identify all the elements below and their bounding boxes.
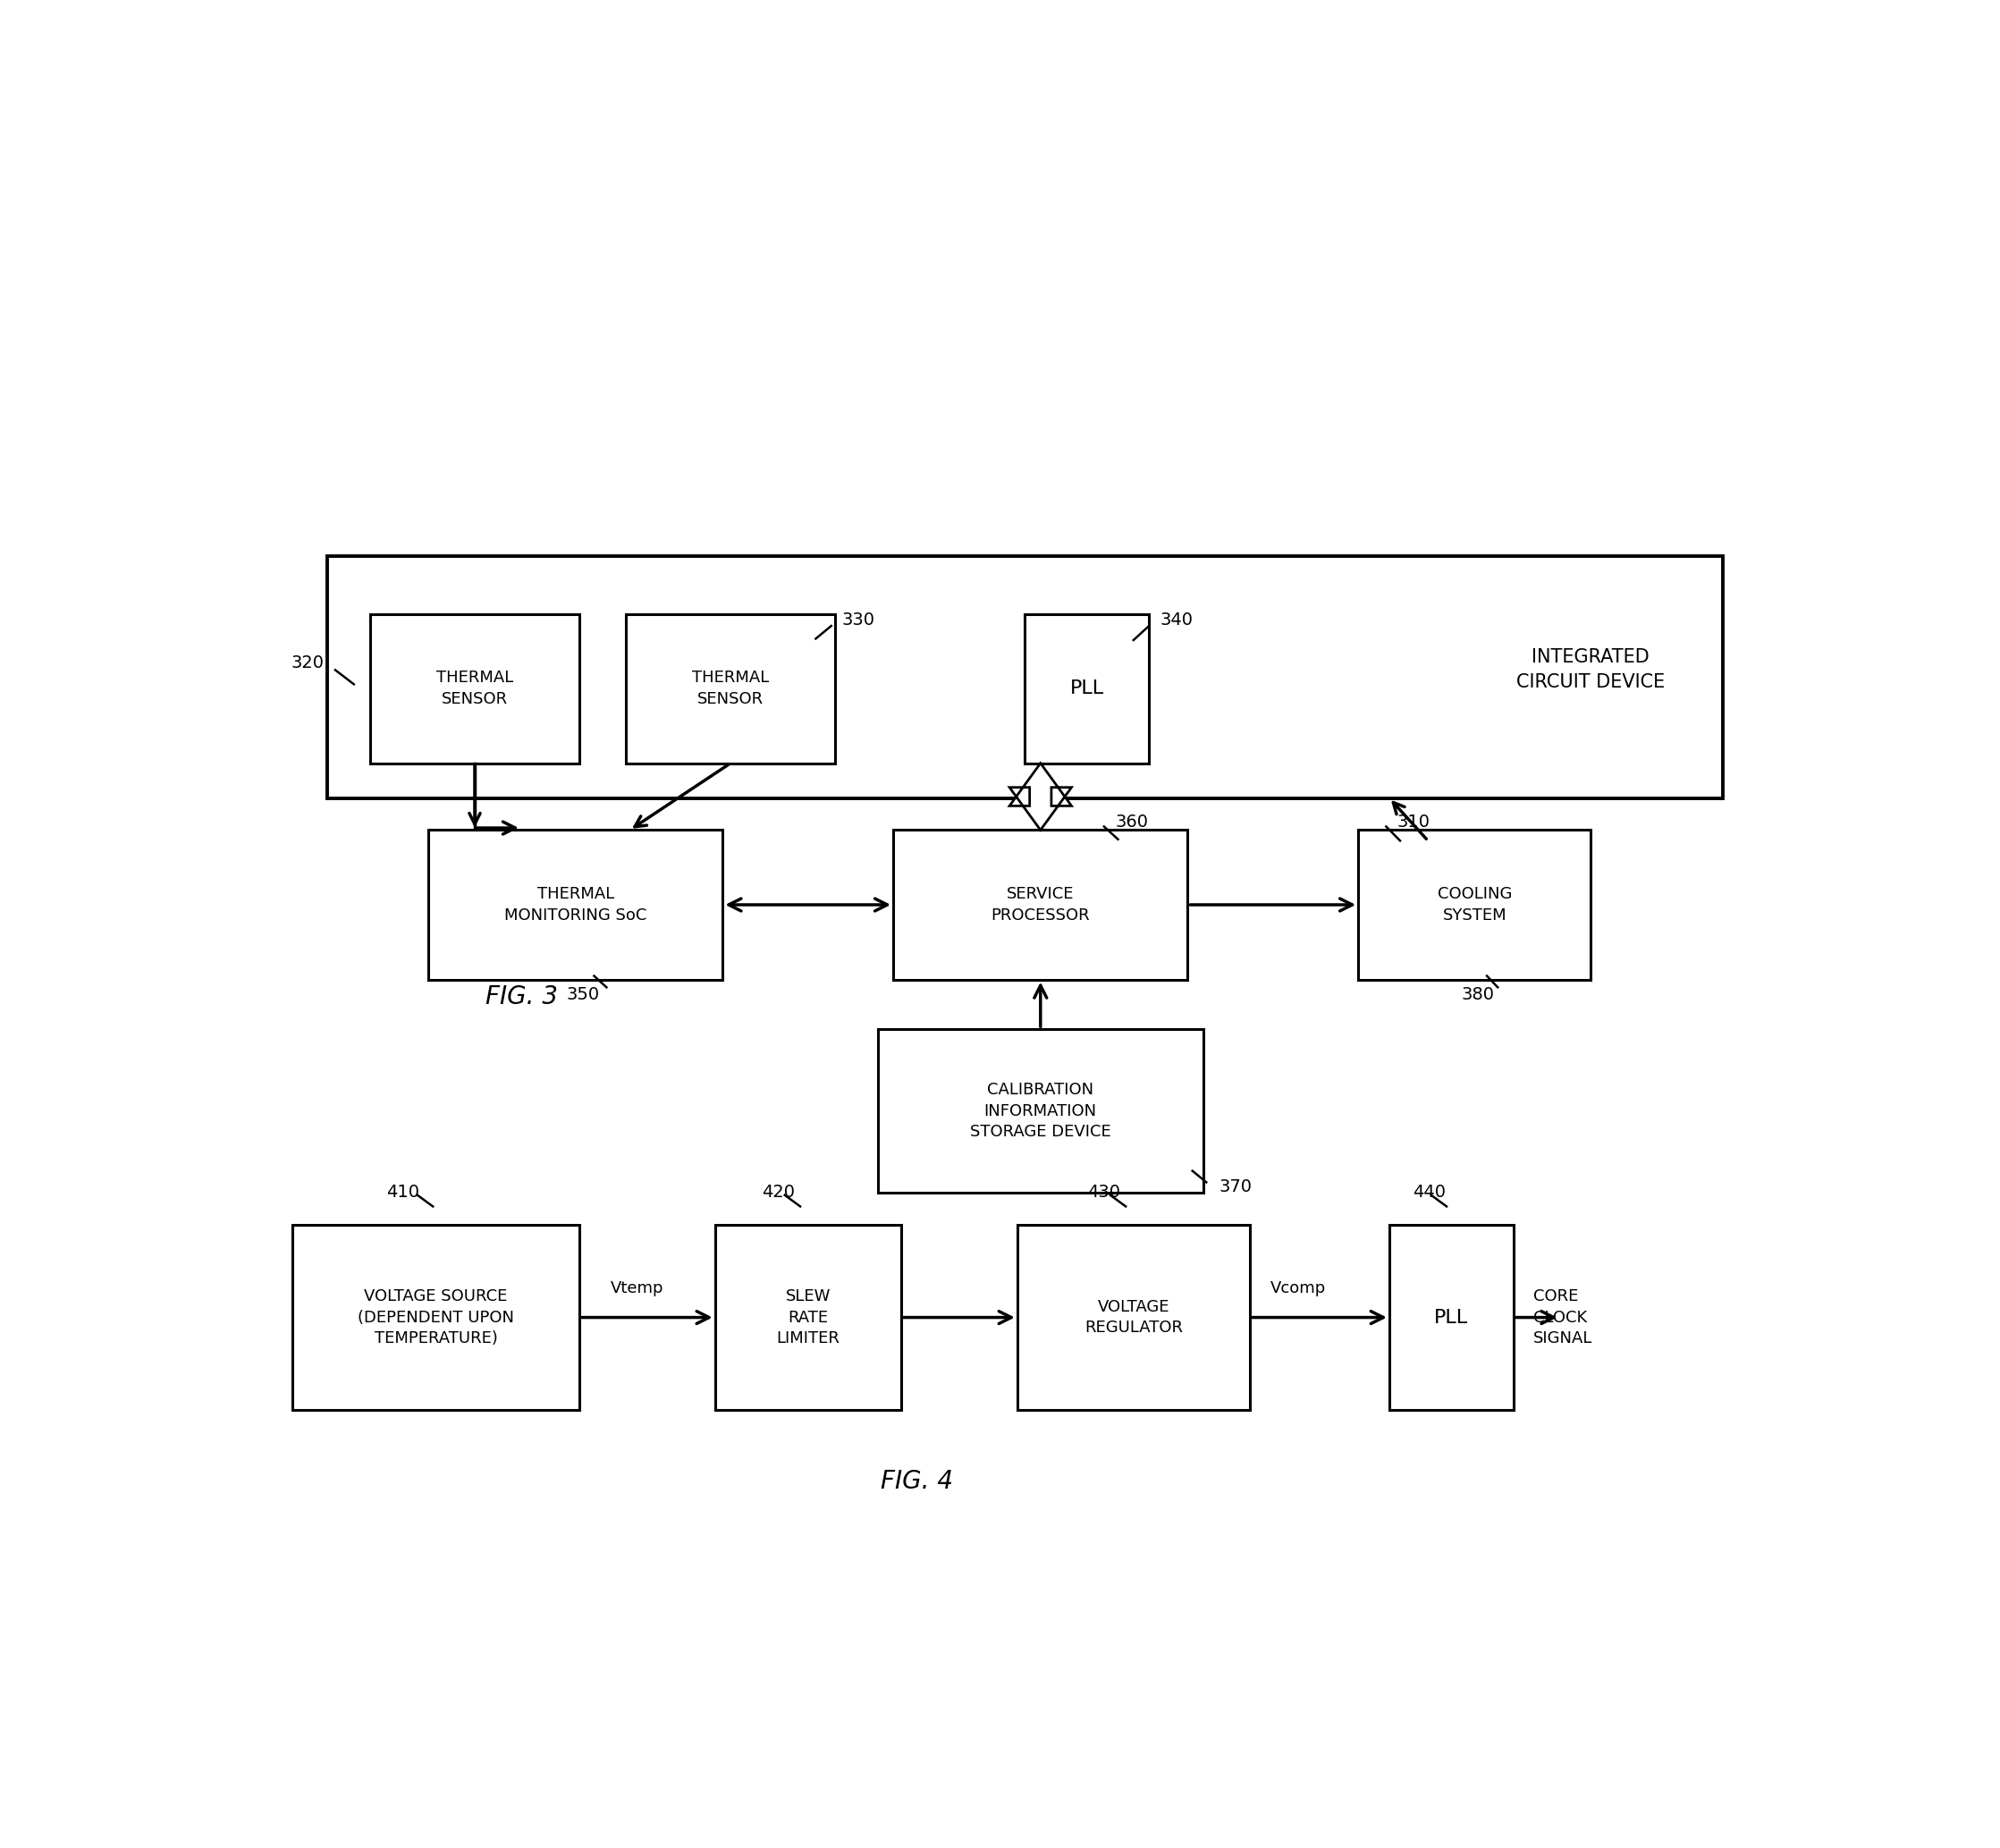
Text: SERVICE
PROCESSOR: SERVICE PROCESSOR <box>992 887 1090 924</box>
Text: PLL: PLL <box>1434 1308 1468 1327</box>
Text: PLL: PLL <box>1070 680 1104 697</box>
Bar <box>894 830 1188 979</box>
Text: VOLTAGE SOURCE
(DEPENDENT UPON
TEMPERATURE): VOLTAGE SOURCE (DEPENDENT UPON TEMPERATU… <box>358 1288 514 1347</box>
Text: CORE
CLOCK
SIGNAL: CORE CLOCK SIGNAL <box>1534 1288 1592 1347</box>
Text: VOLTAGE
REGULATOR: VOLTAGE REGULATOR <box>1084 1299 1182 1336</box>
Text: 440: 440 <box>1412 1185 1446 1201</box>
Text: COOLING
SYSTEM: COOLING SYSTEM <box>1438 887 1512 924</box>
Text: Vtemp: Vtemp <box>610 1281 664 1295</box>
Bar <box>370 614 580 763</box>
Bar <box>1390 1225 1514 1410</box>
Text: THERMAL
SENSOR: THERMAL SENSOR <box>692 669 770 708</box>
Bar <box>292 1225 580 1410</box>
Text: THERMAL
SENSOR: THERMAL SENSOR <box>436 669 514 708</box>
Polygon shape <box>1010 763 1072 830</box>
Bar <box>1026 614 1148 763</box>
Bar <box>428 830 722 979</box>
Text: 370: 370 <box>1218 1177 1252 1196</box>
Text: SLEW
RATE
LIMITER: SLEW RATE LIMITER <box>776 1288 840 1347</box>
Text: 350: 350 <box>566 987 600 1003</box>
Text: FIG. 3: FIG. 3 <box>486 985 558 1009</box>
Text: CALIBRATION
INFORMATION
STORAGE DEVICE: CALIBRATION INFORMATION STORAGE DEVICE <box>970 1081 1112 1140</box>
Text: 380: 380 <box>1462 987 1494 1003</box>
Bar <box>716 1225 900 1410</box>
Bar <box>878 1029 1204 1194</box>
Text: 340: 340 <box>1160 612 1192 628</box>
Text: INTEGRATED
CIRCUIT DEVICE: INTEGRATED CIRCUIT DEVICE <box>1516 649 1666 691</box>
Text: 330: 330 <box>842 612 876 628</box>
Text: Vcomp: Vcomp <box>1270 1281 1326 1295</box>
Text: 310: 310 <box>1396 813 1430 832</box>
Bar <box>1358 830 1590 979</box>
Text: 320: 320 <box>292 654 324 671</box>
Text: 430: 430 <box>1088 1185 1120 1201</box>
Bar <box>328 556 1722 798</box>
Text: 360: 360 <box>1114 813 1148 832</box>
Text: FIG. 4: FIG. 4 <box>880 1469 952 1493</box>
Text: 410: 410 <box>386 1185 420 1201</box>
Bar <box>626 614 836 763</box>
Text: 420: 420 <box>762 1185 794 1201</box>
Bar <box>1018 1225 1250 1410</box>
Text: THERMAL
MONITORING SoC: THERMAL MONITORING SoC <box>504 887 646 924</box>
